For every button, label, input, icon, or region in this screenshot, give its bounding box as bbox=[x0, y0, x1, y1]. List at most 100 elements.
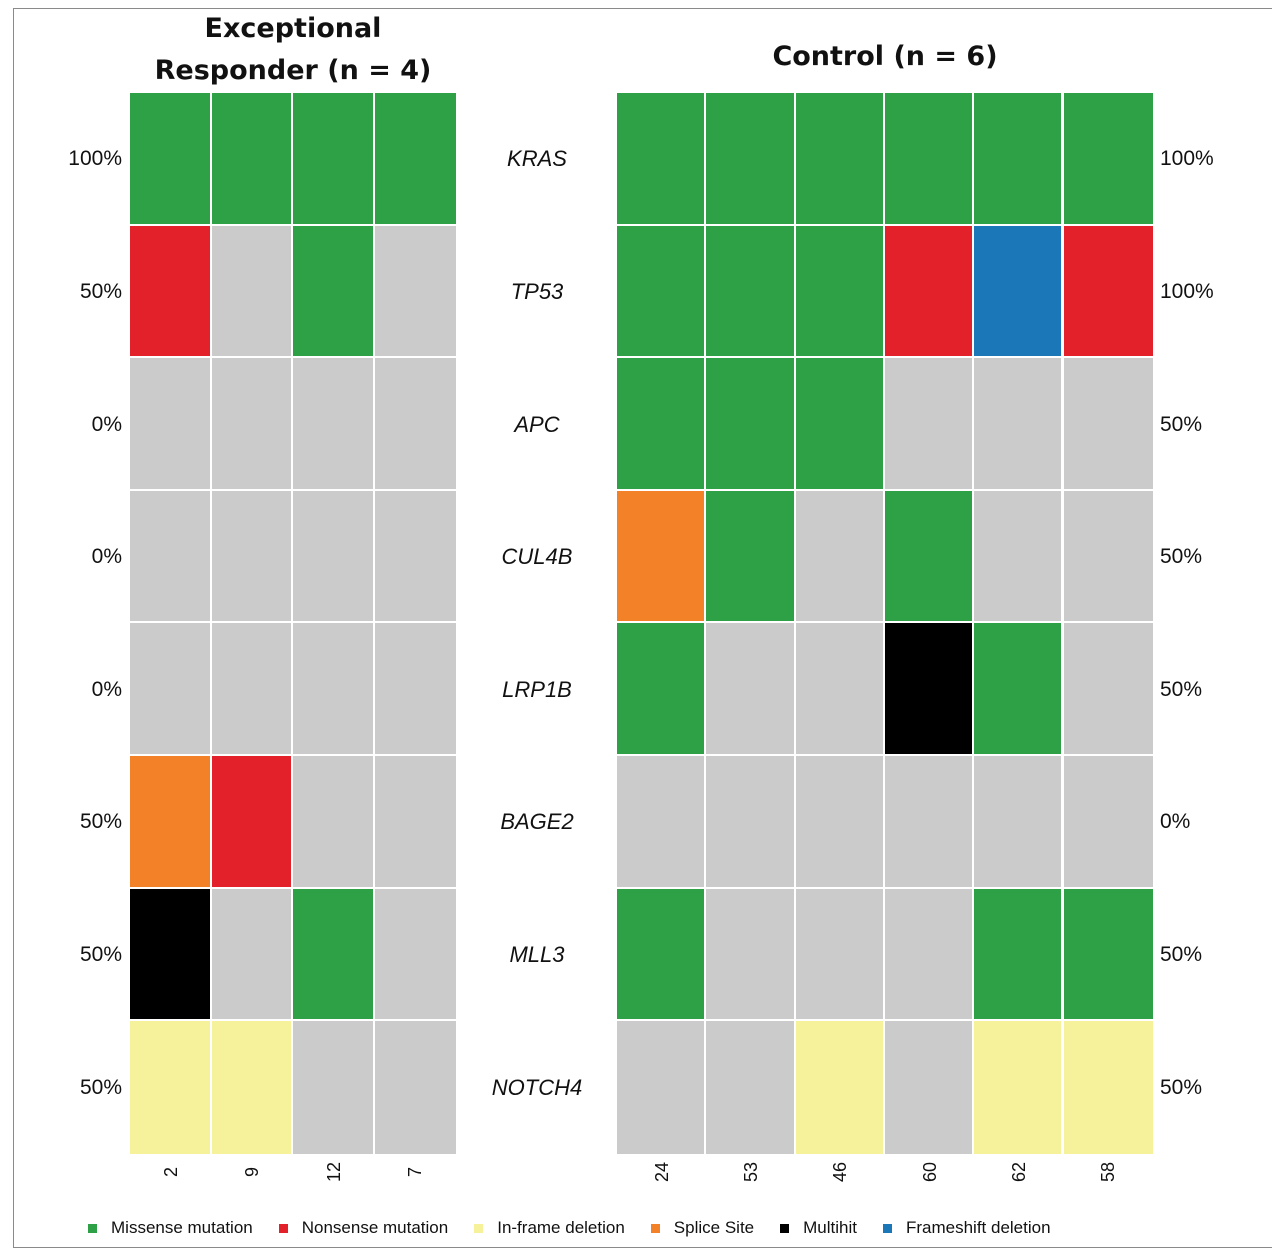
heatmap-cell bbox=[1063, 623, 1153, 756]
percentage-label: 50% bbox=[1160, 412, 1203, 436]
heatmap-cell bbox=[795, 225, 885, 359]
legend-label: Frameshift deletion bbox=[905, 1218, 1051, 1237]
legend-item: Multihit bbox=[780, 1218, 857, 1238]
heatmap-cell bbox=[617, 490, 707, 624]
heatmap-cell bbox=[374, 358, 456, 491]
sample-label: 7 bbox=[405, 1167, 426, 1178]
gene-label: LRP1B bbox=[502, 676, 572, 702]
panel-title-line: Control (n = 6) bbox=[772, 41, 998, 72]
heatmap-cell bbox=[974, 358, 1064, 491]
heatmap-cell bbox=[374, 888, 456, 1022]
gene-label: BAGE2 bbox=[500, 809, 574, 835]
heatmap-cell bbox=[374, 490, 456, 624]
legend-label: Multihit bbox=[803, 1218, 857, 1237]
sample-label: 9 bbox=[242, 1167, 263, 1178]
heatmap-cell bbox=[130, 756, 212, 889]
heatmap-cell bbox=[617, 623, 707, 756]
legend-swatch bbox=[780, 1223, 790, 1233]
sample-label: 58 bbox=[1098, 1161, 1119, 1183]
heatmap-cell bbox=[795, 358, 885, 491]
heatmap-cell bbox=[974, 225, 1064, 359]
heatmap-cell bbox=[293, 490, 375, 624]
percentage-label: 50% bbox=[79, 1075, 122, 1099]
percentage-label: 50% bbox=[1160, 1075, 1203, 1099]
legend-item: In-frame deletion bbox=[474, 1218, 625, 1238]
heatmap-cell bbox=[130, 358, 212, 491]
gene-label: TP53 bbox=[510, 278, 564, 304]
heatmap-cell bbox=[974, 888, 1064, 1022]
heatmap-cell bbox=[1063, 888, 1153, 1022]
gene-label: NOTCH4 bbox=[491, 1074, 583, 1100]
heatmap-cell bbox=[706, 225, 796, 359]
percentage-label: 100% bbox=[68, 147, 122, 171]
gene-label: APC bbox=[514, 411, 560, 437]
heatmap-cell bbox=[617, 1021, 707, 1154]
heatmap-cell bbox=[211, 490, 293, 624]
percentage-label: 50% bbox=[79, 810, 122, 834]
legend-label: Splice Site bbox=[673, 1218, 755, 1237]
heatmap-cell bbox=[617, 358, 707, 491]
heatmap-cell bbox=[374, 623, 456, 756]
heatmap-cell bbox=[211, 93, 293, 226]
heatmap-cell bbox=[795, 93, 885, 226]
heatmap-cell bbox=[211, 358, 293, 491]
heatmap-cell bbox=[884, 225, 975, 359]
heatmap-cell bbox=[706, 490, 796, 624]
legend-item: Splice Site bbox=[650, 1218, 755, 1238]
sample-label: 12 bbox=[323, 1161, 344, 1183]
heatmap-cell bbox=[211, 888, 293, 1022]
sample-label: 46 bbox=[830, 1161, 851, 1183]
heatmap-cell bbox=[884, 756, 975, 889]
heatmap-cell bbox=[1063, 490, 1153, 624]
legend-swatch bbox=[278, 1223, 288, 1233]
heatmap-cell bbox=[130, 225, 212, 359]
heatmap-cell bbox=[211, 756, 293, 889]
heatmap-cell bbox=[617, 93, 707, 226]
figure-frame bbox=[13, 8, 1272, 1248]
heatmap-cell bbox=[706, 623, 796, 756]
heatmap-cell bbox=[293, 756, 375, 889]
heatmap-cell bbox=[1063, 225, 1153, 359]
percentage-label: 50% bbox=[1160, 545, 1203, 569]
heatmap-cell bbox=[884, 623, 975, 756]
legend-swatch bbox=[88, 1223, 97, 1233]
heatmap-cell bbox=[1063, 756, 1153, 889]
percentage-label: 100% bbox=[1160, 147, 1214, 171]
heatmap-cell bbox=[1063, 1021, 1153, 1154]
gene-label: CUL4B bbox=[501, 544, 573, 570]
heatmap-cell bbox=[706, 358, 796, 491]
sample-label: 62 bbox=[1008, 1161, 1029, 1183]
heatmap-cell bbox=[974, 93, 1064, 226]
heatmap-cell bbox=[795, 888, 885, 1022]
sample-label: 2 bbox=[160, 1167, 181, 1178]
heatmap-cell bbox=[706, 1021, 796, 1154]
heatmap-cell bbox=[211, 1021, 293, 1154]
percentage-label: 50% bbox=[79, 279, 122, 303]
heatmap-cell bbox=[795, 623, 885, 756]
heatmap-cell bbox=[130, 888, 212, 1022]
heatmap-cell bbox=[1063, 93, 1153, 226]
heatmap-cell bbox=[293, 1021, 375, 1154]
percentage-label: 0% bbox=[1160, 810, 1191, 834]
heatmap-cell bbox=[293, 225, 375, 359]
legend-label: Missense mutation bbox=[111, 1218, 253, 1237]
percentage-label: 50% bbox=[1160, 677, 1203, 701]
legend: Missense mutation Nonsense mutation In-fra… bbox=[88, 1213, 1077, 1243]
sample-label: 24 bbox=[651, 1161, 672, 1183]
legend-label: In-frame deletion bbox=[497, 1218, 625, 1237]
heatmap-cell bbox=[374, 225, 456, 359]
heatmap-cell bbox=[130, 1021, 212, 1154]
heatmap-cell bbox=[884, 888, 975, 1022]
heatmap-cell bbox=[130, 623, 212, 756]
heatmap-cell bbox=[884, 1021, 975, 1154]
percentage-label: 0% bbox=[91, 677, 122, 701]
heatmap-cell bbox=[795, 1021, 885, 1154]
percentage-label: 0% bbox=[91, 412, 122, 436]
legend-item: Nonsense mutation bbox=[278, 1218, 448, 1238]
heatmap-cell bbox=[130, 93, 212, 226]
heatmap-cell bbox=[884, 358, 975, 491]
heatmap-cell bbox=[130, 490, 212, 624]
heatmap-cell bbox=[211, 623, 293, 756]
panel-title-line: Exceptional bbox=[204, 13, 382, 44]
percentage-label: 50% bbox=[1160, 942, 1203, 966]
